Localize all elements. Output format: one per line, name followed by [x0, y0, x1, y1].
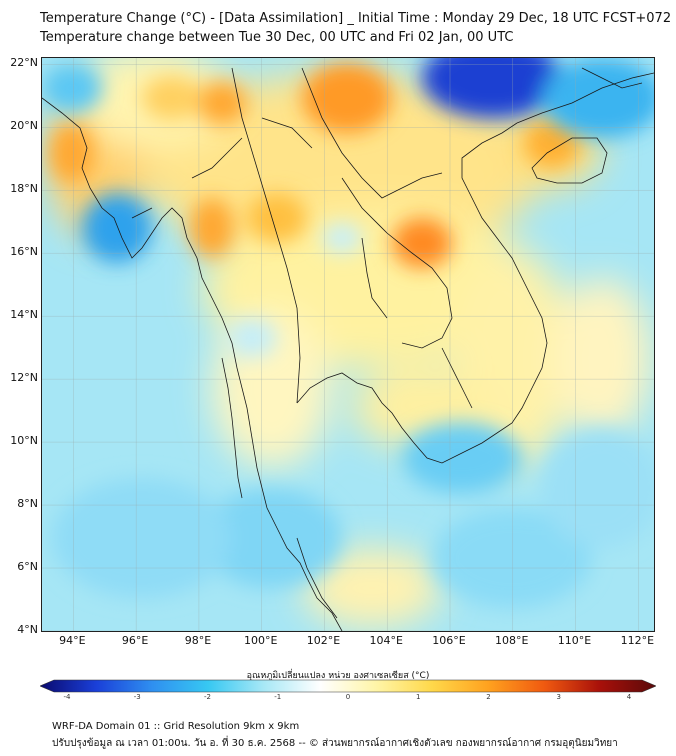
lat-tick-label: 12°N — [10, 371, 38, 385]
colorbar-tick-label: -4 — [63, 693, 71, 701]
coastlines-and-borders — [42, 67, 654, 631]
lat-tick-label: 8°N — [17, 497, 38, 511]
footer-credit: ปรับปรุงข้อมูล ณ เวลา 01:00น. วัน อ. ที่… — [52, 738, 618, 749]
colorbar-title: อุณหภูมิเปลี่ยนแปลง หน่วย องศาเซลเซียส (… — [246, 671, 430, 681]
lon-tick-label: 112°E — [620, 634, 655, 647]
lat-tick-label: 20°N — [10, 119, 38, 133]
lon-tick-label: 108°E — [495, 634, 529, 647]
map-subtitle: Temperature change between Tue 30 Dec, 0… — [40, 30, 514, 45]
temperature-field-map — [42, 58, 654, 631]
footer-model-info: WRF-DA Domain 01 :: Grid Resolution 9km … — [52, 721, 300, 732]
lat-tick-label: 22°N — [10, 56, 38, 70]
colorbar-tick-label: 0 — [345, 693, 351, 701]
lat-tick-label: 16°N — [10, 245, 38, 259]
lat-tick-label: 14°N — [10, 308, 38, 322]
lat-tick-label: 10°N — [10, 434, 38, 448]
lon-tick-label: 96°E — [121, 634, 149, 647]
lon-tick-label: 110°E — [557, 634, 592, 647]
colorbar-tick-label: -2 — [204, 693, 211, 701]
map-title: Temperature Change (°C) - [Data Assimila… — [40, 11, 672, 26]
lon-tick-label: 98°E — [184, 634, 212, 647]
colorbar-gradient — [40, 679, 656, 693]
lat-tick-label: 4°N — [17, 623, 38, 636]
lat-tick-label: 18°N — [10, 182, 38, 196]
colorbar-tick-label: -3 — [133, 693, 141, 701]
colorbar-tick-label: -1 — [274, 693, 282, 701]
lat-tick-label: 6°N — [17, 560, 38, 574]
lon-tick-label: 104°E — [369, 634, 403, 647]
graticule — [42, 58, 654, 631]
lon-tick-label: 106°E — [432, 634, 466, 647]
lon-tick-label: 94°E — [59, 634, 86, 647]
colorbar-tick-label: 4 — [626, 693, 632, 701]
lon-tick-label: 102°E — [306, 634, 341, 647]
lon-tick-label: 100°E — [243, 634, 278, 647]
map-panel — [41, 57, 655, 632]
colorbar-tick-label: 1 — [416, 693, 421, 701]
colorbar-tick-label: 3 — [556, 693, 561, 701]
colorbar — [40, 679, 656, 693]
colorbar-tick-label: 2 — [486, 693, 491, 701]
